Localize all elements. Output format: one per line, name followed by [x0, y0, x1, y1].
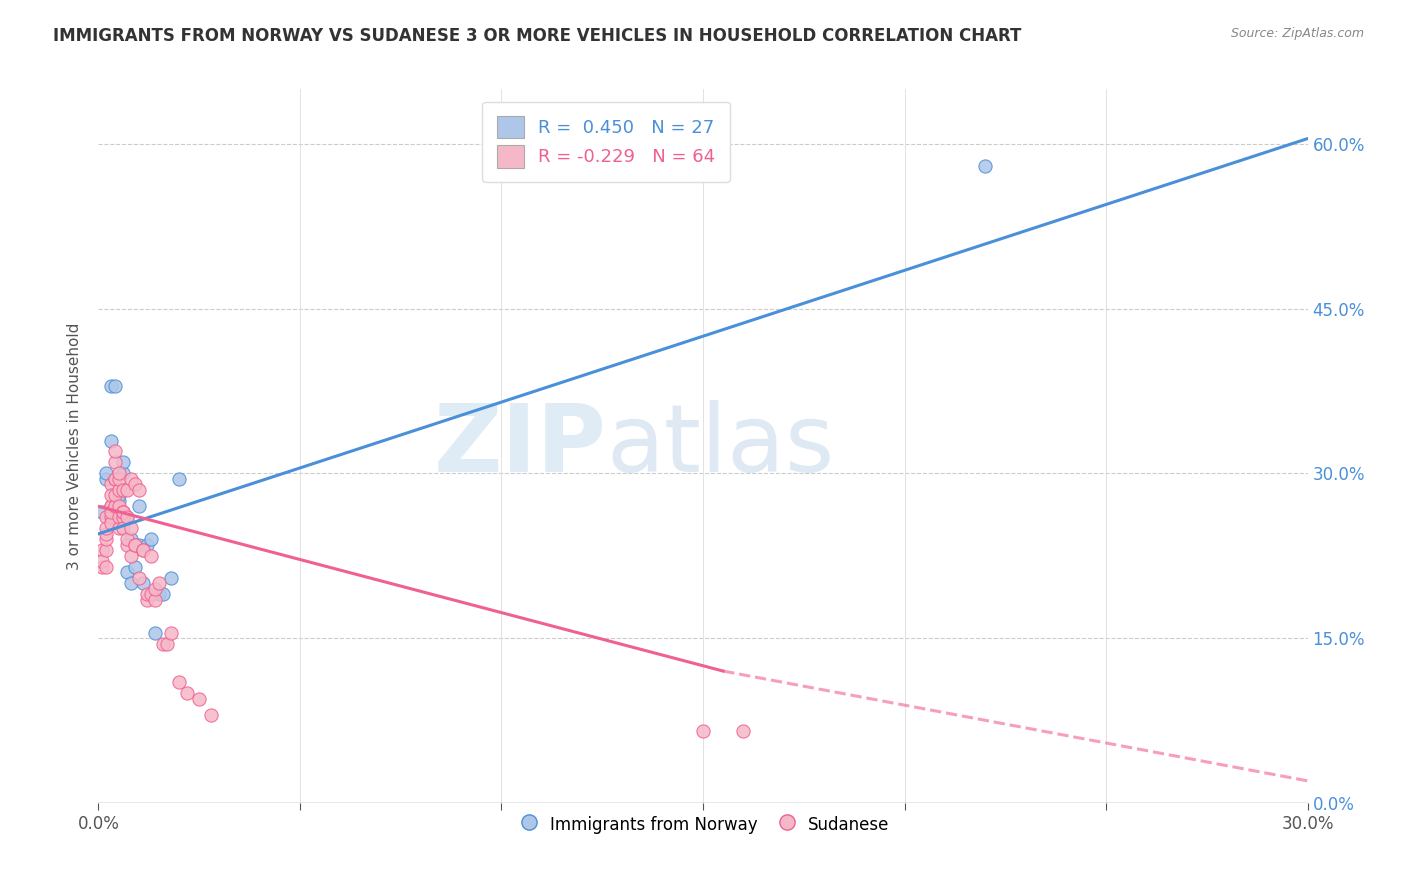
Point: [111, 483, 134, 497]
Point: [96, 543, 118, 558]
Text: ZIP: ZIP: [433, 400, 606, 492]
Point: [167, 675, 190, 690]
Point: [107, 521, 129, 535]
Point: [107, 483, 129, 497]
Point: [96, 559, 118, 574]
Point: [100, 500, 122, 514]
Point: [132, 543, 155, 558]
Point: [143, 592, 166, 607]
Point: [115, 510, 138, 524]
Point: [100, 505, 122, 519]
Point: [733, 724, 755, 739]
Point: [100, 516, 122, 530]
Point: [96, 521, 118, 535]
Point: [143, 582, 166, 596]
Point: [135, 592, 157, 607]
Point: [124, 538, 146, 552]
Point: [91, 554, 114, 568]
Point: [111, 505, 134, 519]
Point: [139, 533, 162, 547]
Point: [115, 538, 138, 552]
Point: [111, 521, 134, 535]
Point: [152, 587, 174, 601]
Point: [107, 510, 129, 524]
Point: [96, 510, 118, 524]
Point: [128, 483, 150, 497]
Point: [103, 500, 125, 514]
Point: [111, 505, 134, 519]
Point: [107, 467, 129, 481]
Point: [974, 159, 997, 173]
Point: [200, 708, 222, 723]
Point: [120, 576, 142, 591]
Y-axis label: 3 or more Vehicles in Household: 3 or more Vehicles in Household: [67, 322, 83, 570]
Point: [135, 587, 157, 601]
Point: [120, 533, 142, 547]
Point: [139, 587, 162, 601]
Point: [176, 686, 198, 700]
Point: [143, 625, 166, 640]
Point: [115, 566, 138, 580]
Point: [111, 505, 134, 519]
Point: [103, 488, 125, 502]
Text: atlas: atlas: [606, 400, 835, 492]
Point: [135, 538, 157, 552]
Point: [124, 559, 146, 574]
Point: [103, 378, 125, 392]
Point: [111, 455, 134, 469]
Point: [115, 533, 138, 547]
Point: [124, 477, 146, 491]
Point: [107, 488, 129, 502]
Point: [100, 378, 122, 392]
Point: [132, 576, 155, 591]
Point: [100, 434, 122, 448]
Point: [160, 571, 183, 585]
Point: [167, 472, 190, 486]
Point: [111, 467, 134, 481]
Point: [132, 543, 155, 558]
Point: [128, 571, 150, 585]
Point: [160, 625, 183, 640]
Text: Source: ZipAtlas.com: Source: ZipAtlas.com: [1230, 27, 1364, 40]
Point: [188, 691, 211, 706]
Point: [128, 500, 150, 514]
Point: [107, 472, 129, 486]
Point: [100, 477, 122, 491]
Point: [120, 472, 142, 486]
Point: [120, 521, 142, 535]
Point: [96, 472, 118, 486]
Point: [100, 500, 122, 514]
Text: IMMIGRANTS FROM NORWAY VS SUDANESE 3 OR MORE VEHICLES IN HOUSEHOLD CORRELATION C: IMMIGRANTS FROM NORWAY VS SUDANESE 3 OR …: [53, 27, 1022, 45]
Point: [96, 533, 118, 547]
Point: [111, 510, 134, 524]
Point: [139, 549, 162, 563]
Point: [156, 637, 179, 651]
Point: [115, 483, 138, 497]
Point: [120, 549, 142, 563]
Point: [100, 488, 122, 502]
Point: [152, 637, 174, 651]
Point: [96, 526, 118, 541]
Point: [103, 500, 125, 514]
Point: [91, 559, 114, 574]
Point: [107, 494, 129, 508]
Point: [115, 510, 138, 524]
Point: [91, 505, 114, 519]
Point: [124, 538, 146, 552]
Point: [103, 444, 125, 458]
Point: [91, 543, 114, 558]
Point: [103, 455, 125, 469]
Point: [692, 724, 714, 739]
Point: [96, 467, 118, 481]
Legend: Immigrants from Norway, Sudanese: Immigrants from Norway, Sudanese: [510, 807, 896, 841]
Point: [148, 576, 170, 591]
Point: [103, 472, 125, 486]
Point: [128, 538, 150, 552]
Point: [148, 587, 170, 601]
Point: [103, 472, 125, 486]
Point: [100, 510, 122, 524]
Point: [107, 500, 129, 514]
